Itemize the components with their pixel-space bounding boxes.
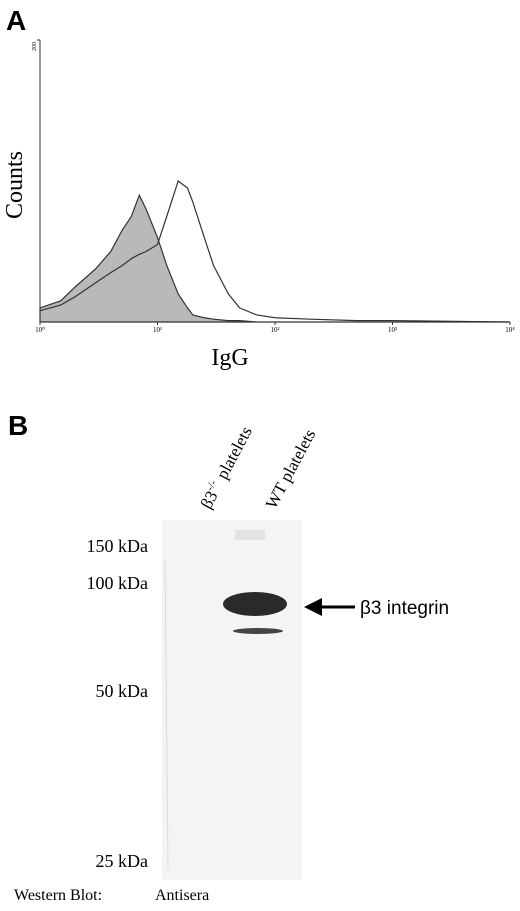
x-tick-label: 10² — [270, 326, 279, 334]
y-axis-label: Counts — [2, 151, 28, 219]
blot-band — [233, 628, 283, 634]
x-tick-label: 10⁴ — [505, 326, 515, 334]
blot-smear — [235, 530, 265, 540]
lane-label-text: β3 — [197, 488, 222, 512]
footer-label: Antisera — [155, 887, 209, 904]
lane-label-text: platelets — [213, 423, 256, 482]
marker-label: 50 kDa — [96, 681, 149, 701]
band-label: β3 integrin — [360, 598, 449, 619]
panel-letter: A — [6, 5, 26, 36]
x-tick-label: 10¹ — [153, 326, 162, 334]
footer-label: Western Blot: — [14, 887, 102, 904]
panel-letter: B — [8, 410, 28, 441]
marker-label: 150 kDa — [87, 536, 149, 556]
arrow-head — [304, 598, 322, 616]
blot-membrane — [162, 520, 302, 880]
marker-label: 25 kDa — [96, 851, 149, 871]
x-tick-label: 10³ — [388, 326, 397, 334]
x-axis-label: IgG — [211, 345, 248, 371]
lane-label: WT platelets — [262, 426, 320, 512]
marker-label: 100 kDa — [87, 573, 149, 593]
histogram-line — [39, 180, 511, 323]
y-tick-label: 200 — [32, 42, 38, 51]
histogram-area — [39, 193, 510, 323]
blot-streak — [164, 559, 169, 871]
x-tick-label: 10⁰ — [35, 326, 45, 334]
lane-label: β3-/-platelets — [196, 423, 256, 512]
blot-band — [223, 592, 287, 616]
